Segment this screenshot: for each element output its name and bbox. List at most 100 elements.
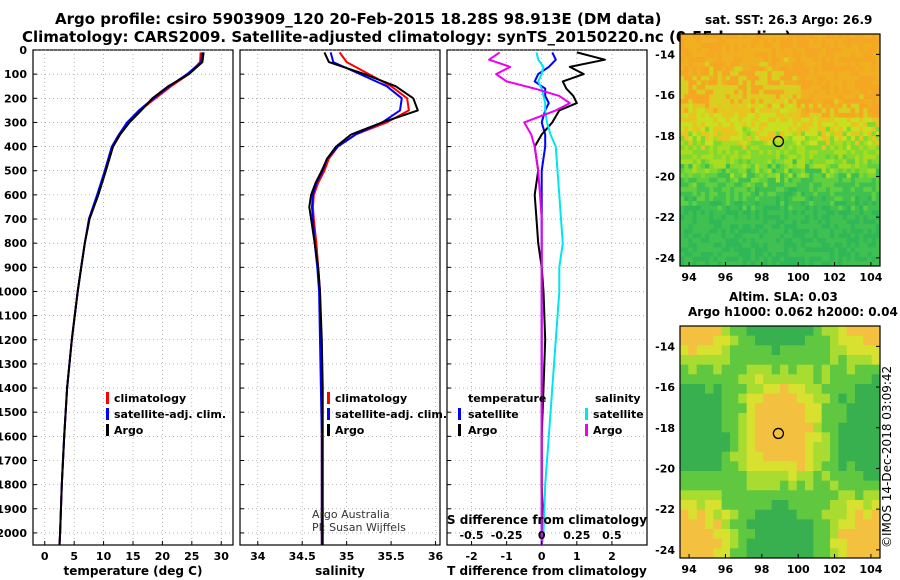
map-cell xyxy=(792,71,798,77)
map-cell xyxy=(800,247,806,253)
map-cell xyxy=(700,89,706,95)
map-cell xyxy=(863,57,868,63)
map-cell xyxy=(742,242,748,248)
map-cell xyxy=(850,38,856,44)
map-cell xyxy=(763,500,773,511)
map-cell xyxy=(763,490,773,501)
map-cell xyxy=(759,173,764,179)
map-cell xyxy=(813,214,818,220)
map-cell xyxy=(713,57,718,63)
map-cell xyxy=(771,187,777,193)
map-cell xyxy=(830,61,835,67)
map-cell xyxy=(838,85,843,91)
map-cell xyxy=(800,233,806,239)
map-cell xyxy=(800,159,806,165)
map-cell xyxy=(792,177,798,183)
map-cell xyxy=(788,442,798,453)
map-cell xyxy=(846,403,856,414)
map-lat-tick-label: -24 xyxy=(655,544,675,557)
map-cell xyxy=(738,43,743,49)
map-cell xyxy=(730,548,739,559)
map-cell xyxy=(688,451,698,462)
map-cell xyxy=(780,442,789,453)
map-cell xyxy=(867,159,873,165)
map-cell xyxy=(746,490,756,501)
map-cell xyxy=(730,413,739,424)
map-cell xyxy=(792,228,798,234)
map-cell xyxy=(713,117,718,123)
map-cell xyxy=(850,117,856,123)
map-cell xyxy=(730,384,739,395)
map-cell xyxy=(755,393,764,404)
map-cell xyxy=(750,57,756,63)
map-cell xyxy=(821,98,827,104)
map-cell xyxy=(725,66,731,72)
map-cell xyxy=(713,364,723,375)
map-cell xyxy=(709,80,714,86)
x-tick-label: 1 xyxy=(573,550,581,563)
map-cell xyxy=(830,177,835,183)
map-cell xyxy=(838,131,843,137)
map-cell xyxy=(700,159,706,165)
map-cell xyxy=(688,335,698,346)
map-cell xyxy=(734,75,739,81)
map-cell xyxy=(863,210,868,216)
map-cell xyxy=(800,89,806,95)
map-cell xyxy=(850,182,856,188)
map-cell xyxy=(746,145,752,151)
map-cell xyxy=(746,403,756,414)
map-cell xyxy=(750,80,756,86)
map-cell xyxy=(871,38,877,44)
map-cell xyxy=(767,163,773,169)
map-cell xyxy=(780,201,785,207)
map-cell xyxy=(771,191,777,197)
map-cell xyxy=(830,85,835,91)
map-cell xyxy=(746,261,752,267)
map-cell xyxy=(809,177,814,183)
map-cell xyxy=(730,432,739,443)
map-cell xyxy=(830,71,835,77)
map-cell xyxy=(755,490,764,501)
map-cell xyxy=(821,94,827,100)
map-cell xyxy=(838,112,843,118)
map-cell xyxy=(746,461,756,472)
map-cell xyxy=(867,85,873,91)
map-cell xyxy=(825,219,831,225)
map-cell xyxy=(863,364,873,375)
map-cell xyxy=(834,182,839,188)
map-cell xyxy=(875,80,881,86)
map-cell xyxy=(871,451,881,462)
map-cell xyxy=(846,509,856,520)
map-cell xyxy=(688,159,693,165)
map-cell xyxy=(813,256,818,262)
map-cell xyxy=(813,519,823,530)
map-cell xyxy=(755,71,760,77)
map-cell xyxy=(805,538,814,549)
map-cell xyxy=(775,205,781,211)
depth-tick-label: 600 xyxy=(4,189,27,202)
map-cell xyxy=(692,256,698,262)
map-cell xyxy=(684,52,689,58)
map-cell xyxy=(850,34,856,40)
map-lat-tick-label: -16 xyxy=(655,381,675,394)
map-cell xyxy=(784,34,789,40)
map-cell xyxy=(800,256,806,262)
map-cell xyxy=(771,89,777,95)
map-cell xyxy=(780,191,785,197)
map-cell xyxy=(771,364,781,375)
map-cell xyxy=(700,117,706,123)
map-cell xyxy=(867,238,873,244)
depth-tick-label: 1600 xyxy=(0,430,27,443)
map-cell xyxy=(746,393,756,404)
map-cell xyxy=(796,490,806,501)
map-cell xyxy=(834,112,839,118)
map-cell xyxy=(813,242,818,248)
map-cell xyxy=(700,214,706,220)
map-cell xyxy=(755,238,760,244)
map-cell xyxy=(700,52,706,58)
map-lat-tick-label: -16 xyxy=(655,89,675,102)
map-cell xyxy=(738,238,743,244)
map-cell xyxy=(817,75,823,81)
map-cell xyxy=(680,66,685,72)
map-cell xyxy=(709,145,714,151)
